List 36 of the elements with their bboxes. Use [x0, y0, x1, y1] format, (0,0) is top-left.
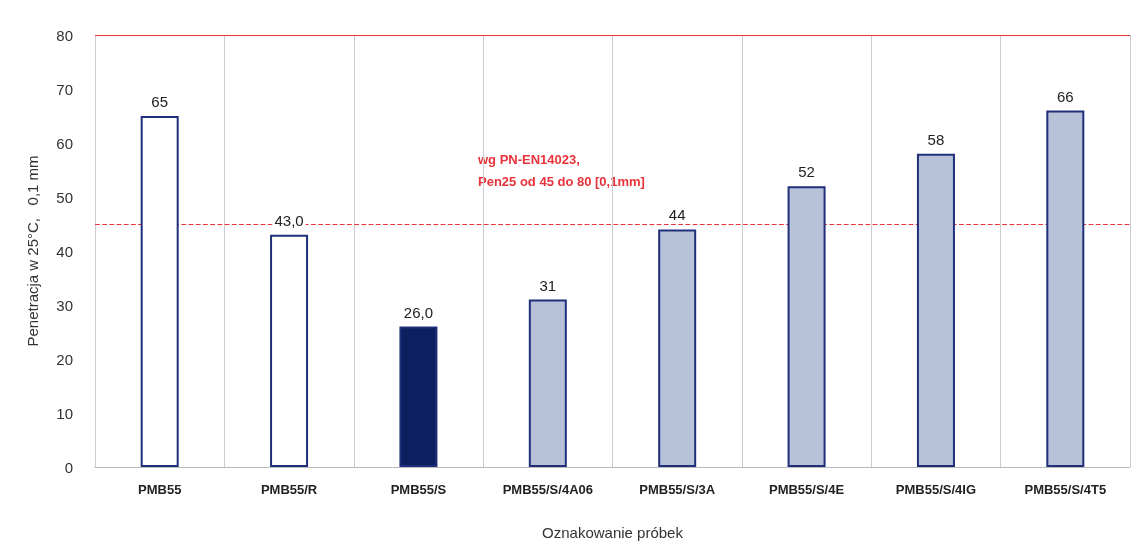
- annotation: wg PN-EN14023, Pen25 od 45 do 80 [0,1mm]: [477, 151, 645, 189]
- data-label: 31: [539, 276, 557, 294]
- y-tick-label: 50: [56, 188, 73, 206]
- x-tick-label: PMB55/S/4T5: [1024, 482, 1107, 497]
- bar: [399, 326, 438, 467]
- x-tick-label: PMB55/S/4A06: [502, 482, 593, 497]
- bar: [787, 186, 826, 467]
- bar: [140, 116, 179, 467]
- y-tick-label: 40: [56, 242, 73, 260]
- x-tick-label: PMB55: [138, 482, 182, 497]
- bar: [270, 234, 309, 467]
- bar: [1046, 110, 1085, 467]
- y-tick-label: 30: [56, 296, 73, 314]
- data-label: 65: [151, 93, 169, 110]
- x-tick-label: PMB55/R: [260, 482, 318, 497]
- x-tick-label: PMB55/S/4IG: [895, 482, 977, 497]
- bar: [528, 299, 567, 467]
- data-label: 58: [927, 130, 945, 148]
- x-tick-label: PMB55/S/3A: [639, 482, 716, 497]
- y-tick-label: 0: [64, 458, 73, 476]
- y-tick-label: 70: [56, 80, 73, 98]
- bar: [916, 153, 955, 467]
- data-label: 26,0: [403, 303, 434, 321]
- bar: [658, 229, 697, 467]
- y-tick-label: 10: [56, 404, 73, 422]
- y-axis-title: Penetracja w 25°C, 0,1 mm: [24, 155, 41, 347]
- data-label: 43,0: [274, 211, 304, 229]
- x-tick-label: PMB55/S: [390, 482, 447, 497]
- data-label: 66: [1056, 87, 1074, 105]
- y-tick-label: 20: [56, 350, 73, 368]
- x-axis-title: Oznakowanie próbek: [542, 524, 684, 541]
- y-tick-label: 60: [56, 134, 73, 152]
- data-label: 52: [798, 163, 815, 181]
- data-label: 44: [668, 206, 686, 224]
- x-tick-label: PMB55/S/4E: [768, 482, 845, 497]
- y-tick-label: 80: [56, 26, 73, 44]
